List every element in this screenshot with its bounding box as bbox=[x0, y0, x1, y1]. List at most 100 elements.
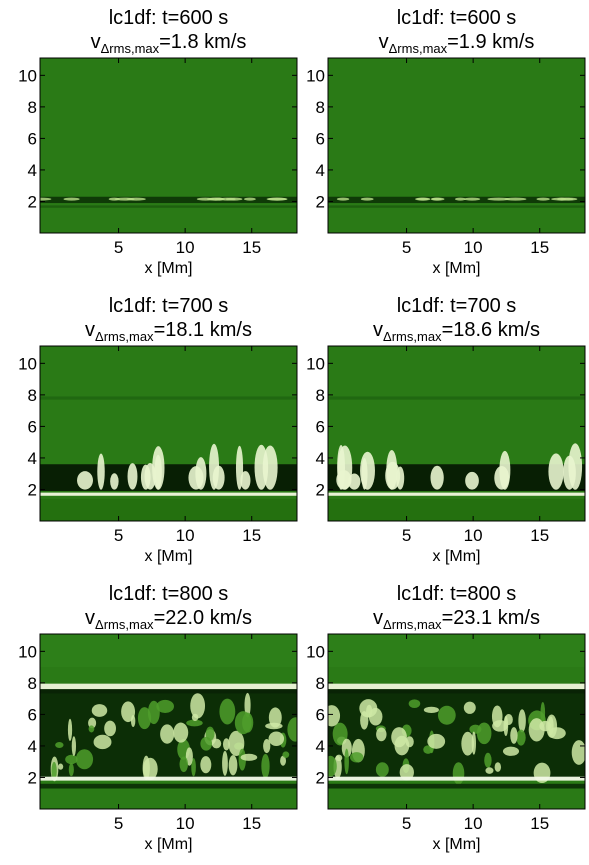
panel-subtitle: vΔrms,max=23.1 km/s bbox=[373, 607, 540, 632]
subtitle-variable: v bbox=[373, 319, 383, 341]
image-feature bbox=[196, 197, 215, 201]
image-feature bbox=[536, 197, 550, 201]
image-feature bbox=[427, 733, 446, 749]
image-feature bbox=[225, 197, 243, 201]
image bbox=[40, 346, 297, 521]
image-feature bbox=[504, 197, 527, 201]
image-feature bbox=[127, 463, 138, 490]
x-tick-label: 15 bbox=[530, 526, 549, 545]
image-feature bbox=[191, 713, 199, 722]
subtitle-value: =1.8 km/s bbox=[159, 31, 246, 53]
image-feature bbox=[240, 753, 258, 761]
y-tick-label: 10 bbox=[18, 66, 37, 85]
panel-subtitle: vΔrms,max=18.6 km/s bbox=[373, 319, 540, 344]
y-tick-label: 6 bbox=[28, 129, 37, 148]
plot-frame bbox=[327, 57, 586, 234]
x-axis-label: x [Mm] bbox=[433, 548, 481, 565]
y-tick-label: 4 bbox=[28, 449, 37, 468]
image-feature bbox=[154, 454, 162, 490]
image-feature bbox=[336, 197, 350, 201]
plot-frame bbox=[39, 57, 298, 234]
y-tick-label: 4 bbox=[316, 737, 325, 756]
x-tick-label: 10 bbox=[464, 526, 483, 545]
y-tick-label: 6 bbox=[28, 417, 37, 436]
x-tick-label: 5 bbox=[402, 238, 411, 257]
y-tick-label: 2 bbox=[316, 768, 325, 787]
image-feature bbox=[454, 197, 466, 201]
image-feature bbox=[518, 709, 526, 733]
image-feature bbox=[571, 740, 585, 765]
x-tick-label: 5 bbox=[114, 526, 123, 545]
image-feature bbox=[67, 718, 73, 741]
image-feature bbox=[222, 750, 228, 776]
image-feature bbox=[267, 197, 287, 201]
image-feature bbox=[344, 748, 349, 775]
x-axis-label: x [Mm] bbox=[433, 260, 481, 277]
x-tick-label: 5 bbox=[402, 814, 411, 833]
plot-frame bbox=[327, 345, 586, 522]
image-background bbox=[328, 346, 585, 521]
image-feature bbox=[156, 699, 174, 713]
subtitle-value: =18.6 km/s bbox=[442, 319, 540, 341]
image-feature bbox=[179, 756, 189, 773]
image-feature bbox=[58, 763, 64, 770]
panel-title: lc1df: t=700 s bbox=[109, 295, 229, 317]
image-feature bbox=[376, 727, 387, 742]
image bbox=[328, 634, 585, 809]
image-feature bbox=[243, 197, 256, 201]
x-tick-label: 5 bbox=[114, 238, 123, 257]
image-feature bbox=[510, 727, 518, 744]
image-feature bbox=[51, 761, 57, 781]
image-band bbox=[328, 205, 585, 208]
image bbox=[40, 58, 297, 233]
image-feature bbox=[219, 698, 236, 725]
image-feature bbox=[71, 736, 77, 757]
subtitle-value: =18.1 km/s bbox=[154, 319, 252, 341]
image-feature bbox=[568, 443, 583, 490]
image-feature bbox=[394, 735, 410, 756]
image-background bbox=[328, 58, 585, 233]
x-axis-label: x [Mm] bbox=[145, 260, 193, 277]
image-feature bbox=[499, 450, 511, 490]
x-axis-label: x [Mm] bbox=[145, 836, 193, 853]
image-feature bbox=[465, 471, 479, 490]
image-band bbox=[328, 683, 585, 690]
y-tick-label: 4 bbox=[28, 737, 37, 756]
image-feature bbox=[423, 706, 439, 713]
y-tick-label: 8 bbox=[316, 98, 325, 117]
image-feature bbox=[244, 692, 251, 718]
image-feature bbox=[396, 466, 405, 490]
subtitle-subscript: Δrms,max bbox=[101, 41, 160, 56]
image-feature bbox=[437, 705, 456, 725]
subtitle-value: =1.9 km/s bbox=[447, 31, 534, 53]
image-feature bbox=[222, 738, 230, 751]
image-feature bbox=[485, 767, 494, 774]
subtitle-variable: v bbox=[85, 607, 95, 629]
image-background bbox=[40, 58, 297, 233]
image-feature bbox=[487, 197, 511, 201]
image-feature bbox=[461, 731, 475, 756]
panel-subtitle: vΔrms,max=1.8 km/s bbox=[91, 31, 247, 56]
y-tick-label: 10 bbox=[18, 642, 37, 661]
x-tick-label: 15 bbox=[242, 526, 261, 545]
image-feature bbox=[75, 749, 94, 770]
image-feature bbox=[93, 734, 112, 750]
image-band bbox=[40, 683, 297, 690]
image-feature bbox=[282, 751, 290, 758]
image-feature bbox=[415, 197, 429, 201]
image-band bbox=[328, 396, 585, 400]
image-band bbox=[328, 776, 585, 781]
x-tick-label: 10 bbox=[176, 814, 195, 833]
image-background bbox=[40, 346, 297, 521]
x-tick-label: 10 bbox=[176, 238, 195, 257]
y-tick-label: 8 bbox=[28, 674, 37, 693]
image-feature bbox=[55, 741, 64, 749]
x-tick-label: 5 bbox=[114, 814, 123, 833]
y-tick-label: 6 bbox=[28, 705, 37, 724]
x-axis-label: x [Mm] bbox=[145, 548, 193, 565]
image-feature bbox=[190, 693, 206, 719]
image-feature bbox=[280, 755, 286, 766]
image-feature bbox=[360, 197, 374, 201]
subtitle-subscript: Δrms,max bbox=[383, 617, 442, 632]
x-tick-label: 15 bbox=[242, 238, 261, 257]
